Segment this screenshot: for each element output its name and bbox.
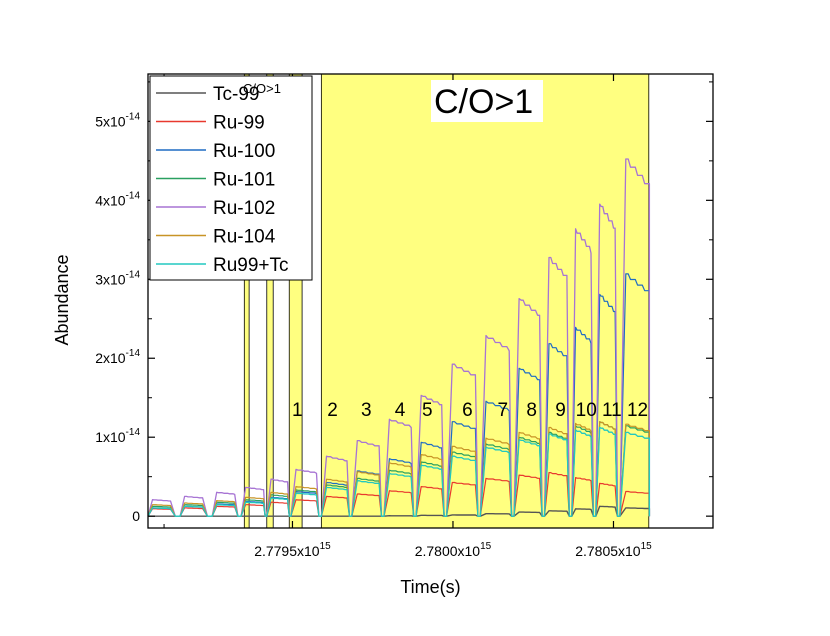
series-line-ru-102 [147, 158, 651, 517]
series-line-ru99-tc [147, 426, 651, 517]
pulse-label-9: 9 [555, 400, 566, 421]
legend: Tc-99 Ru-99 Ru-100 Ru-101 Ru-102 Ru-104 Ru99+T… [149, 75, 313, 281]
pulse-label-4: 4 [395, 400, 406, 421]
pulse-label-12: 12 [627, 400, 648, 421]
pulse-label-7: 7 [497, 400, 508, 421]
pulse-label-5: 5 [422, 400, 433, 421]
legend-label-1: Tc-99 [213, 84, 259, 105]
series-lines [147, 158, 651, 517]
series-line-ru-104 [147, 421, 650, 517]
pulse-label-3: 3 [361, 400, 372, 421]
pulse-label-11: 11 [602, 400, 622, 421]
legend-label-5: Ru-102 [213, 198, 275, 219]
region-annotation: C/O>1 [431, 80, 543, 122]
legend-overlay-text: C/O>1 [243, 81, 281, 96]
pulse-labels: 1 2 3 4 5 6 7 8 9 10 11 12 [292, 400, 648, 421]
y-tick-label-5: 4x10-14 [95, 190, 140, 208]
legend-label-2: Ru-99 [213, 113, 265, 134]
x-tick-label-3: 2.7805x1015 [575, 541, 652, 559]
pulse-label-10: 10 [576, 400, 597, 421]
x-tick-label-1: 2.7795x1015 [254, 541, 331, 559]
legend-label-3: Ru-100 [213, 141, 275, 162]
region-annotation-label: C/O>1 [434, 83, 533, 121]
x-axis-label: Time(s) [400, 577, 460, 597]
pulse-label-8: 8 [526, 400, 537, 421]
legend-label-6: Ru-104 [213, 227, 276, 248]
series-line-ru-100 [147, 273, 650, 517]
y-tick-label-2: 1x10-14 [95, 427, 140, 445]
region-annotation-background [431, 80, 543, 122]
legend-label-4: Ru-101 [213, 170, 275, 191]
x-tick-label-2: 2.7800x1015 [415, 541, 492, 559]
legend-label-7: Ru99+Tc [213, 255, 289, 276]
y-axis-label: Abundance [52, 254, 72, 345]
y-tick-label-6: 5x10-14 [95, 111, 140, 129]
series-line-ru-99 [147, 472, 650, 517]
y-tick-label-1: 0 [132, 508, 140, 524]
series-line-ru-101 [147, 421, 650, 517]
pulse-label-1: 1 [292, 400, 303, 421]
pulse-label-6: 6 [462, 400, 473, 421]
plot-frame [147, 73, 714, 529]
y-tick-label-4: 3x10-14 [95, 269, 140, 287]
y-tick-label-3: 2x10-14 [95, 348, 140, 366]
axis-ticks: 2.7795x1015 2.7800x1015 2.7805x1015 0 1x10-1… [95, 74, 713, 559]
series-line-tc-99 [148, 505, 651, 517]
pulse-label-2: 2 [327, 400, 338, 421]
